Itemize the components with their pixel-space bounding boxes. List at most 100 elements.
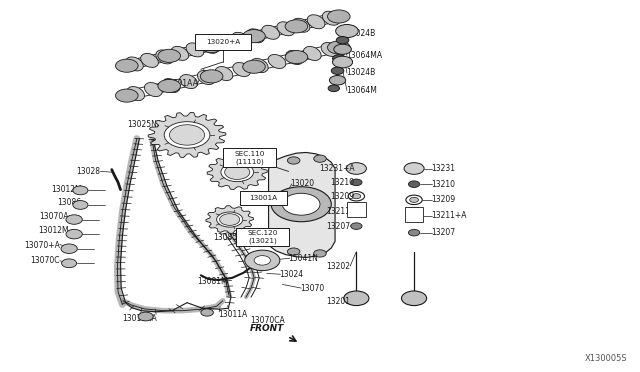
Circle shape <box>200 39 223 52</box>
Text: 13024: 13024 <box>279 270 303 279</box>
Circle shape <box>243 60 266 73</box>
Text: 13025N: 13025N <box>214 212 244 221</box>
Circle shape <box>336 25 358 38</box>
Circle shape <box>328 85 339 92</box>
Circle shape <box>346 163 367 174</box>
Ellipse shape <box>292 18 310 32</box>
Ellipse shape <box>321 42 339 57</box>
Circle shape <box>66 230 83 239</box>
Circle shape <box>271 187 332 222</box>
Circle shape <box>221 163 253 182</box>
Text: 13020+A: 13020+A <box>205 39 240 45</box>
Circle shape <box>314 155 326 162</box>
Circle shape <box>116 59 138 72</box>
Circle shape <box>344 291 369 305</box>
Ellipse shape <box>323 11 340 25</box>
Ellipse shape <box>171 46 189 60</box>
Polygon shape <box>206 206 253 233</box>
Text: 13001AA: 13001AA <box>163 80 198 89</box>
Bar <box>195 34 251 49</box>
Text: 13011AA: 13011AA <box>122 314 157 323</box>
Circle shape <box>200 70 223 83</box>
Text: 13024B: 13024B <box>346 68 376 77</box>
Circle shape <box>225 165 250 179</box>
Text: 13070CA: 13070CA <box>250 317 285 326</box>
Circle shape <box>404 163 424 174</box>
Text: FRONT: FRONT <box>250 324 284 333</box>
Text: 13070+A: 13070+A <box>24 241 60 250</box>
Circle shape <box>351 223 362 230</box>
Ellipse shape <box>125 57 143 71</box>
Bar <box>347 202 366 217</box>
Circle shape <box>220 214 240 225</box>
Circle shape <box>73 201 88 209</box>
Circle shape <box>408 181 420 187</box>
Circle shape <box>314 250 326 257</box>
Ellipse shape <box>268 54 286 68</box>
Circle shape <box>170 125 205 145</box>
Circle shape <box>408 230 420 236</box>
Ellipse shape <box>141 54 159 67</box>
Bar <box>236 228 289 246</box>
Ellipse shape <box>145 83 162 97</box>
Circle shape <box>334 44 351 54</box>
Ellipse shape <box>180 74 198 89</box>
Ellipse shape <box>303 46 321 61</box>
Circle shape <box>333 55 345 62</box>
Circle shape <box>333 56 353 68</box>
Ellipse shape <box>201 39 219 53</box>
Text: 13012M: 13012M <box>38 226 69 235</box>
Circle shape <box>328 10 350 23</box>
Text: 13211+A: 13211+A <box>431 211 467 220</box>
Circle shape <box>164 122 210 148</box>
Ellipse shape <box>307 15 325 29</box>
Ellipse shape <box>162 78 180 93</box>
Circle shape <box>201 309 213 316</box>
Text: 15041N: 15041N <box>289 254 319 263</box>
Text: 13207: 13207 <box>431 228 456 237</box>
Text: 13024B: 13024B <box>346 29 376 38</box>
Ellipse shape <box>286 51 303 64</box>
Bar <box>223 148 276 167</box>
Text: 13012M: 13012M <box>51 185 82 194</box>
Text: 13081M: 13081M <box>198 277 228 286</box>
Text: 13085: 13085 <box>213 233 237 242</box>
Text: 13209: 13209 <box>330 192 355 201</box>
Text: 13070C: 13070C <box>30 256 60 265</box>
Text: 13210: 13210 <box>431 180 456 189</box>
Text: 13028: 13028 <box>77 167 100 176</box>
Polygon shape <box>148 112 226 157</box>
Text: 13070: 13070 <box>300 283 324 292</box>
Circle shape <box>73 186 88 195</box>
Text: 13210: 13210 <box>330 178 355 187</box>
Circle shape <box>254 256 271 265</box>
Circle shape <box>285 20 308 33</box>
Polygon shape <box>207 155 268 190</box>
Text: 13070A: 13070A <box>40 212 69 221</box>
Circle shape <box>352 194 361 199</box>
Circle shape <box>138 312 153 321</box>
Text: 13064MA: 13064MA <box>346 51 383 60</box>
Circle shape <box>285 51 308 64</box>
Ellipse shape <box>250 58 268 73</box>
Bar <box>404 207 424 222</box>
Text: 13231: 13231 <box>431 164 456 173</box>
Circle shape <box>61 259 77 268</box>
Ellipse shape <box>277 22 294 36</box>
Text: 13025NA: 13025NA <box>127 119 162 128</box>
Circle shape <box>348 192 365 201</box>
Circle shape <box>216 212 243 227</box>
Text: SEC.120
(13021): SEC.120 (13021) <box>247 230 278 244</box>
Text: 13207: 13207 <box>326 222 350 231</box>
Text: 13231+A: 13231+A <box>319 164 355 173</box>
Text: 13011A: 13011A <box>218 310 248 319</box>
Circle shape <box>332 67 344 74</box>
Circle shape <box>66 215 83 224</box>
Text: 13064M: 13064M <box>346 86 377 95</box>
Circle shape <box>410 197 419 202</box>
Ellipse shape <box>127 87 145 100</box>
Text: 13209: 13209 <box>431 195 456 204</box>
Ellipse shape <box>216 36 234 50</box>
Circle shape <box>61 244 77 253</box>
Ellipse shape <box>156 50 173 64</box>
